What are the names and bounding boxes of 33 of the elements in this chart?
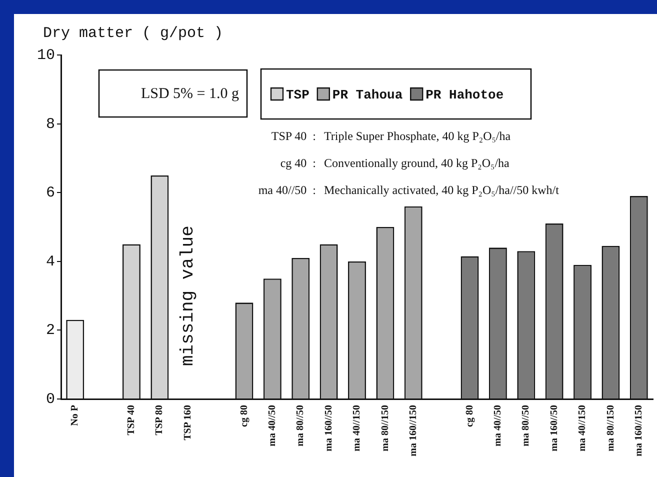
y-tick-label: 10	[36, 46, 55, 64]
x-tick-label: cg 80	[238, 405, 250, 427]
y-tick-label: 0	[46, 390, 55, 408]
annotation: cg 40 : Conventionally ground, 40 kg P₂O₅/ha	[280, 156, 510, 170]
x-tick-label: TSP 160	[182, 405, 194, 440]
x-tick-label: ma 40//50	[492, 405, 504, 446]
x-tick-label: ma 80//50	[295, 405, 306, 446]
x-tick-label: cg 80	[464, 405, 476, 427]
x-tick-label: ma 80//50	[520, 405, 532, 446]
x-tick-label: TSP 40	[126, 405, 138, 436]
y-axis-title: Dry matter ( g/pot )	[43, 25, 224, 42]
x-tick-label: ma 40//150	[352, 405, 363, 452]
x-tick-label: ma 80//150	[605, 405, 616, 452]
annotation: LSD 5% = 1.0 g	[140, 86, 240, 102]
x-tick-label: ma 80//150	[380, 405, 391, 452]
legend-label: PR Tahoua	[332, 87, 403, 102]
annotation: missing value	[178, 226, 199, 366]
x-tick-label: ma 40//50	[267, 405, 278, 446]
annotation: ma 40//50 : Mechanically activated, 40 kg P₂O₅/ha//50 kwh/t	[258, 183, 560, 198]
x-tick-label: ma 40//150	[577, 405, 588, 452]
y-tick-label: 8	[46, 116, 55, 133]
x-tick-label: ma 160//50	[548, 405, 560, 452]
x-tick-label: ma 160//150	[633, 405, 644, 456]
y-tick-label: 6	[46, 184, 55, 202]
legend-label: PR Hahotoe	[426, 87, 504, 102]
annotation: TSP 40 : Triple Super Phosphate, 40 kg P₂O₅/ha	[271, 129, 512, 144]
legend-label: TSP	[286, 87, 310, 102]
y-tick-label: 4	[46, 253, 55, 270]
x-tick-label: TSP 80	[154, 405, 166, 436]
x-tick-label: ma 160//150	[408, 405, 419, 456]
x-tick-label: ma 160//50	[323, 405, 334, 452]
x-tick-label: No P	[70, 405, 81, 426]
y-tick-label: 2	[46, 322, 55, 340]
